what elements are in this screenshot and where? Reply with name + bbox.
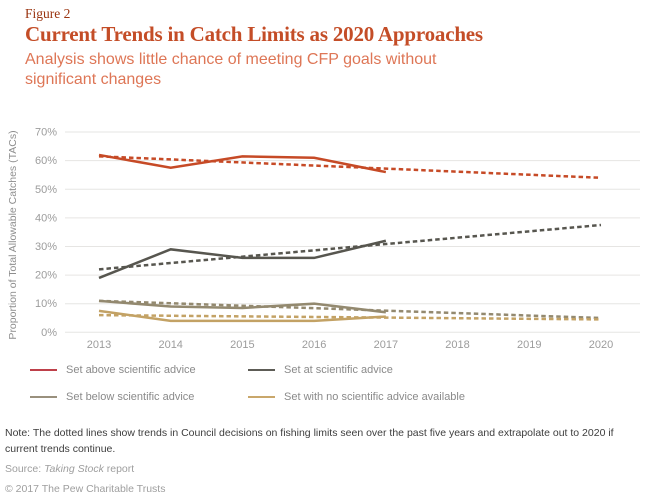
legend-label-above: Set above scientific advice [66, 364, 196, 376]
y-tick-label: 20% [35, 270, 57, 282]
legend-swatch-no-advice [248, 396, 275, 398]
legend: Set above scientific advice Set at scien… [30, 363, 620, 404]
line-chart: Proportion of Total Allowable Catches (T… [7, 127, 640, 351]
y-tick-label: 40% [35, 212, 57, 224]
series-line-set-with-no-scientific-advice-available-trend [98, 313, 601, 321]
series-line-set-below-scientific-advice-trend [98, 299, 602, 320]
legend-item-at: Set at scientific advice [248, 363, 620, 377]
x-tick-label: 2015 [230, 339, 254, 351]
y-tick-label: 10% [35, 298, 57, 310]
page-subtitle: Analysis shows little chance of meeting … [25, 51, 437, 88]
y-tick-label: 30% [35, 241, 57, 253]
legend-item-no-advice: Set with no scientific advice available [248, 390, 620, 404]
source-prefix: Source: [5, 463, 45, 475]
legend-item-above: Set above scientific advice [30, 363, 248, 377]
legend-swatch-at [248, 369, 275, 371]
legend-swatch-above [30, 369, 57, 371]
series-line-set-below-scientific-advice [98, 299, 386, 314]
x-tick-label: 2020 [589, 339, 613, 351]
legend-label-at: Set at scientific advice [284, 364, 393, 376]
series-line-set-at-scientific-advice-trend [98, 223, 602, 271]
legend-swatch-below [30, 396, 57, 398]
source-report-name: Taking Stock [44, 463, 104, 475]
figure-label: Figure 2 [25, 6, 71, 21]
legend-item-below: Set below scientific advice [30, 390, 248, 404]
x-tick-label: 2018 [445, 339, 469, 351]
y-tick-label: 70% [35, 127, 57, 139]
page-title: Current Trends in Catch Limits as 2020 A… [25, 22, 483, 46]
x-tick-label: 2013 [87, 339, 111, 351]
note-text: Note: The dotted lines show trends in Co… [5, 427, 614, 456]
legend-label-below: Set below scientific advice [66, 391, 195, 403]
y-tick-label: 50% [35, 184, 57, 196]
copyright-text: © 2017 The Pew Charitable Trusts [5, 483, 166, 495]
series-line-set-above-scientific-advice-trend [98, 155, 602, 180]
legend-label-no-advice: Set with no scientific advice available [284, 391, 465, 403]
y-axis-title: Proportion of Total Allowable Catches (T… [7, 130, 19, 339]
x-tick-label: 2019 [517, 339, 541, 351]
y-tick-label: 60% [35, 155, 57, 167]
source-text: Source: Taking Stock report [5, 463, 134, 475]
y-tick-label: 0% [41, 327, 57, 339]
series-line-set-above-scientific-advice [98, 153, 387, 174]
x-tick-label: 2017 [374, 339, 398, 351]
x-tick-label: 2016 [302, 339, 326, 351]
series-line-set-with-no-scientific-advice-available [98, 309, 386, 323]
source-suffix: report [103, 463, 135, 475]
x-tick-label: 2014 [158, 339, 182, 351]
